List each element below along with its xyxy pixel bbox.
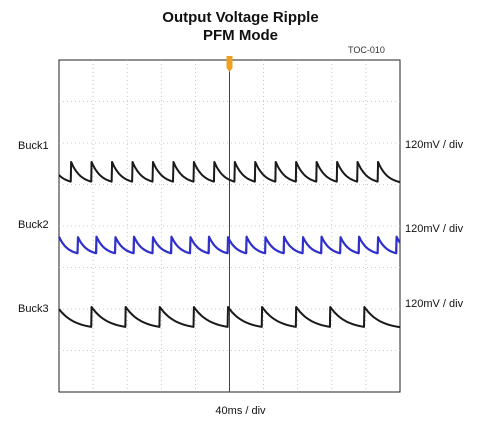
trace-buck1 bbox=[58, 161, 401, 184]
scale-label-buck1: 120mV / div bbox=[405, 139, 464, 151]
plot-traces bbox=[58, 161, 401, 329]
trace-buck3 bbox=[58, 306, 401, 329]
series-label-buck2: Buck2 bbox=[18, 219, 49, 231]
plot-grid bbox=[59, 60, 400, 392]
series-label-buck1: Buck1 bbox=[18, 140, 49, 152]
scale-label-buck2: 120mV / div bbox=[405, 223, 464, 235]
chart-subtitle: PFM Mode bbox=[203, 27, 278, 44]
chart-title: Output Voltage Ripple bbox=[162, 9, 319, 26]
scale-label-buck3: 120mV / div bbox=[405, 298, 464, 310]
trigger-marker bbox=[226, 56, 233, 72]
x-axis-label: 40ms / div bbox=[215, 405, 266, 417]
series-label-buck3: Buck3 bbox=[18, 303, 49, 315]
figure-id: TOC-010 bbox=[348, 45, 385, 55]
